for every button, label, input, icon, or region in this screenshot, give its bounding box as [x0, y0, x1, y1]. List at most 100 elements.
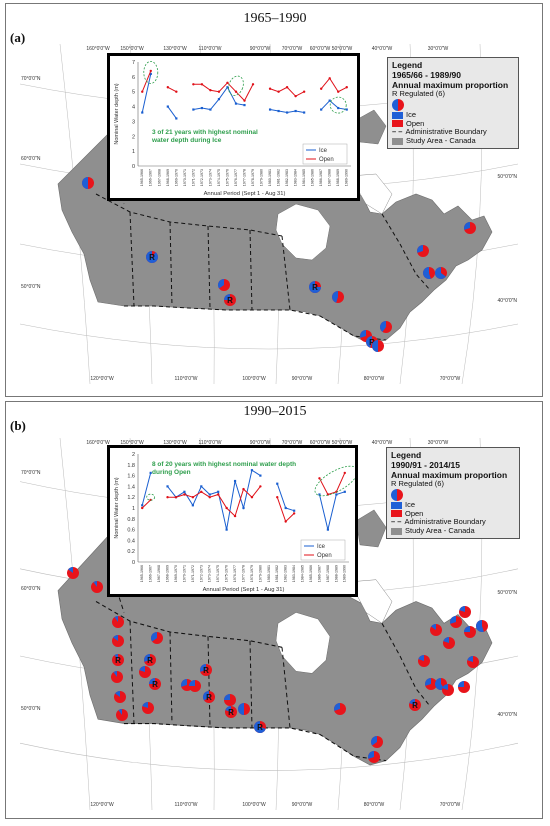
data-point-ice — [149, 471, 152, 474]
site-pie: R — [254, 721, 266, 733]
data-point-ice — [343, 490, 346, 493]
pie-ice-slice — [114, 654, 118, 660]
series-line-open — [320, 77, 347, 93]
regulated-marker: R — [147, 656, 153, 665]
series-line-ice — [269, 109, 305, 114]
x-tick-label: 1984-1985 — [302, 169, 306, 186]
pie-ice-slice — [142, 702, 148, 708]
pie-ice-slice — [309, 281, 321, 293]
x-tick-label: 1980-1981 — [267, 565, 271, 582]
legend-subtitle: Annual maximum proportion — [392, 79, 509, 90]
lon-label-bottom: 100°0'0"W — [242, 802, 266, 808]
site-pie — [67, 567, 79, 579]
highlight-ellipse — [146, 493, 156, 501]
pie-ice-slice — [372, 340, 378, 352]
regulated-marker: R — [149, 253, 155, 262]
pie-ice-slice — [139, 666, 145, 672]
site-pie — [189, 680, 201, 692]
site-pie — [114, 691, 126, 703]
lon-label-top: 30°0'0"W — [428, 46, 449, 52]
pie-ice-slice — [82, 177, 88, 189]
highlight-ellipse — [143, 60, 159, 84]
pie-ice-slice — [334, 703, 340, 711]
y-tick-label: 7 — [132, 60, 135, 66]
site-pie: R — [224, 294, 236, 306]
chart-legend-label: Open — [319, 157, 334, 163]
site-pie: R — [203, 691, 215, 703]
x-tick-label: 1977-1978 — [242, 169, 246, 186]
x-tick-label: 1971-1972 — [191, 565, 195, 582]
site-pie — [334, 703, 346, 715]
lon-label-top: 60°0'0"W — [310, 46, 331, 52]
study-swatch — [391, 527, 402, 535]
lat-label-right: 40°0'0"N — [498, 712, 518, 718]
site-pie — [459, 606, 471, 618]
data-point-ice — [141, 111, 144, 114]
series-line-ice — [193, 86, 245, 111]
pie-ice-slice — [464, 626, 470, 632]
regulated-marker: R — [206, 693, 212, 702]
panel-b-annotation: 8 of 20 years with highest nominal water… — [152, 461, 297, 476]
site-pie — [464, 222, 476, 234]
lon-label-top: 70°0'0"W — [282, 440, 303, 446]
lat-label-right: 50°0'0"N — [498, 174, 518, 180]
pie-ice-slice — [332, 291, 338, 303]
highlight-ellipse — [314, 465, 359, 497]
lon-label-top: 150°0'0"W — [120, 46, 144, 52]
x-tick-label: 1967-1968 — [157, 565, 161, 582]
provincial-boundary — [169, 632, 173, 724]
pie-ice-slice — [151, 632, 157, 642]
lat-label-left: 70°0'0"N — [21, 76, 41, 82]
site-pie — [112, 616, 124, 628]
site-pie — [417, 245, 429, 257]
x-tick-label: 1988-1989 — [336, 169, 340, 186]
pie-ice-slice — [189, 680, 195, 686]
site-pie — [371, 736, 383, 748]
y-tick-label: 0 — [132, 560, 135, 566]
site-pie: R — [145, 251, 158, 264]
site-pie — [112, 635, 124, 647]
highlight-ellipse — [329, 96, 347, 114]
pie-ice-slice — [145, 251, 158, 264]
study-swatch — [392, 137, 403, 145]
panel-a-inset-chart: 0 1 2 3 4 5 6 7 1965-1966 1966-1967 1967-1968 1968-… — [107, 53, 360, 201]
y-tick-label: 0.6 — [127, 528, 135, 534]
pie-ice-slice — [417, 245, 423, 253]
x-tick-label: 1971-1972 — [191, 169, 195, 186]
series-line-ice — [167, 106, 177, 119]
lon-label-bottom: 70°0'0"W — [440, 802, 461, 808]
y-tick-label: 1 — [132, 506, 135, 512]
pie-ice-slice — [425, 678, 431, 686]
legend-ice: Ice — [392, 109, 514, 120]
regulated-marker: R — [257, 723, 263, 732]
site-pie — [476, 620, 488, 632]
pie-ice-slice — [409, 699, 415, 705]
site-pie — [116, 709, 128, 721]
legend-boundary: – – Administrative Boundary — [391, 518, 515, 527]
regulated-marker: R — [312, 283, 318, 292]
lon-label-bottom: 80°0'0"W — [364, 376, 385, 382]
series-line-open — [319, 472, 346, 496]
lon-label-bottom: 90°0'0"W — [292, 376, 313, 382]
series-line-ice — [141, 472, 152, 506]
series-line-ice — [276, 483, 295, 512]
lon-label-top: 110°0'0"W — [199, 440, 222, 446]
provincial-boundary — [129, 621, 135, 724]
pie-ice-slice — [459, 606, 465, 612]
regulated-marker: R — [152, 680, 158, 689]
pie-ice-slice — [476, 620, 484, 632]
lon-label-top: 40°0'0"W — [372, 440, 393, 446]
pie-ice-slice — [442, 684, 448, 690]
provincial-boundary — [381, 623, 431, 707]
y-axis-label: Nominal Water depth (m) — [114, 477, 120, 538]
hudson-strait — [349, 579, 393, 624]
site-pie — [435, 267, 447, 280]
site-pie — [224, 694, 236, 706]
legend-ice-label: Ice — [406, 109, 417, 119]
arctic-island — [355, 109, 387, 145]
lon-label-top: 40°0'0"W — [372, 46, 393, 52]
site-pie — [467, 656, 479, 668]
y-tick-label: 5 — [132, 90, 135, 96]
x-tick-label: 1966-1967 — [149, 565, 153, 582]
lon-label-top: 160°0'0"W — [86, 440, 110, 446]
